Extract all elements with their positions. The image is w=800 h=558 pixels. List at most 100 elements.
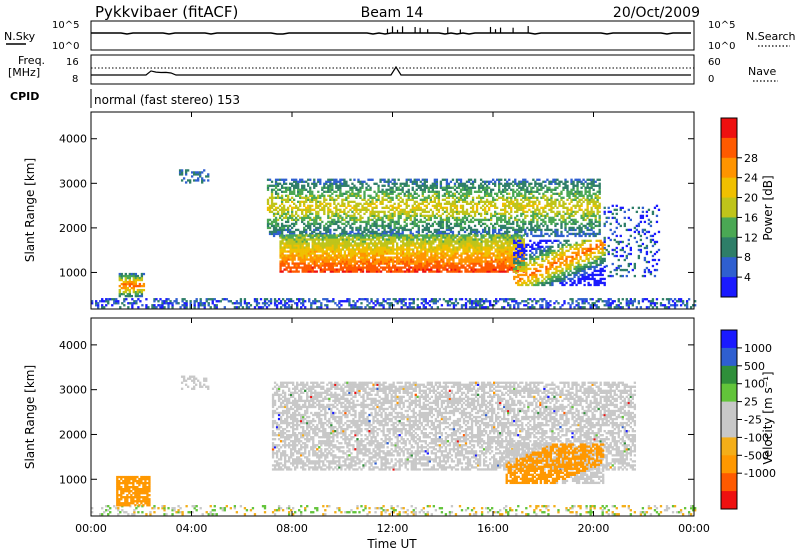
data-cell: [317, 215, 319, 217]
data-cell: [444, 254, 446, 256]
data-cell: [590, 197, 592, 199]
data-cell: [478, 197, 480, 199]
data-cell: [362, 242, 364, 244]
data-cell: [456, 201, 458, 203]
data-cell: [460, 195, 462, 197]
data-cell: [422, 199, 424, 201]
data-cell: [406, 211, 408, 213]
data-cell: [317, 195, 319, 197]
data-cell: [306, 266, 308, 268]
data-cell: [500, 225, 502, 227]
data-cell: [528, 185, 530, 187]
data-cell: [343, 219, 345, 221]
data-cell: [578, 181, 580, 183]
data-cell: [333, 183, 335, 185]
data-cell: [313, 209, 315, 211]
data-cell: [522, 187, 524, 189]
data-cell: [346, 248, 348, 250]
data-cell: [544, 185, 546, 187]
data-cell: [578, 179, 580, 181]
data-cell: [526, 199, 528, 201]
data-cell: [273, 227, 275, 229]
data-cell: [123, 287, 125, 289]
data-cell: [129, 285, 131, 287]
data-cell: [454, 268, 456, 270]
data-cell: [318, 246, 320, 248]
data-cell: [376, 302, 378, 304]
data-cell: [281, 242, 283, 244]
data-cell: [467, 300, 469, 302]
data-cell: [271, 201, 273, 203]
data-cell: [516, 211, 518, 213]
data-cell: [357, 227, 359, 229]
data-cell: [398, 258, 400, 260]
data-cell: [137, 293, 139, 295]
data-cell: [314, 242, 316, 244]
data-cell: [195, 179, 197, 181]
data-cell: [352, 234, 354, 236]
data-cell: [486, 199, 488, 201]
data-cell: [285, 183, 287, 185]
data-cell: [560, 215, 562, 217]
data-cell: [319, 219, 321, 221]
data-cell: [352, 266, 354, 268]
data-cell: [420, 254, 422, 256]
data-cell: [350, 306, 352, 308]
data-cell: [686, 304, 688, 306]
data-cell: [267, 225, 269, 227]
data-cell: [343, 213, 345, 215]
data-cell: [369, 201, 371, 203]
data-cell: [357, 209, 359, 211]
data-cell: [271, 211, 273, 213]
data-cell: [326, 254, 328, 256]
data-cell: [354, 258, 356, 260]
data-cell: [320, 306, 322, 308]
data-cell: [460, 189, 462, 191]
data-cell: [321, 221, 323, 223]
data-cell: [514, 217, 516, 219]
data-cell: [438, 211, 440, 213]
data-cell: [336, 270, 338, 272]
data-cell: [406, 213, 408, 215]
data-cell: [434, 246, 436, 248]
data-cell: [444, 207, 446, 209]
data-cell: [394, 203, 396, 205]
data-cell: [597, 191, 599, 193]
data-cell: [592, 233, 594, 235]
data-cell: [151, 304, 153, 306]
data-cell: [337, 181, 339, 183]
data-cell: [390, 268, 392, 270]
data-cell: [506, 211, 508, 213]
data-cell: [442, 225, 444, 227]
data-cell: [394, 223, 396, 225]
data-cell: [559, 306, 561, 308]
data-cell: [396, 231, 398, 233]
data-cell: [354, 260, 356, 262]
data-cell: [581, 300, 583, 302]
data-cell: [336, 258, 338, 260]
data-cell: [303, 201, 305, 203]
data-cell: [588, 229, 590, 231]
data-cell: [440, 236, 442, 238]
data-cell: [218, 300, 220, 302]
data-cell: [520, 209, 522, 211]
data-cell: [366, 242, 368, 244]
data-cell: [404, 185, 406, 187]
data-cell: [512, 201, 514, 203]
data-cell: [141, 275, 143, 277]
data-cell: [351, 183, 353, 185]
data-cell: [550, 191, 552, 193]
data-cell: [428, 268, 430, 270]
data-cell: [298, 266, 300, 268]
data-cell: [181, 304, 183, 306]
data-cell: [532, 213, 534, 215]
data-cell: [478, 185, 480, 187]
data-cell: [315, 207, 317, 209]
data-cell: [139, 291, 141, 293]
data-cell: [412, 227, 414, 229]
data-cell: [404, 258, 406, 260]
data-cell: [530, 227, 532, 229]
data-cell: [434, 262, 436, 264]
data-cell: [462, 227, 464, 229]
data-cell: [471, 302, 473, 304]
